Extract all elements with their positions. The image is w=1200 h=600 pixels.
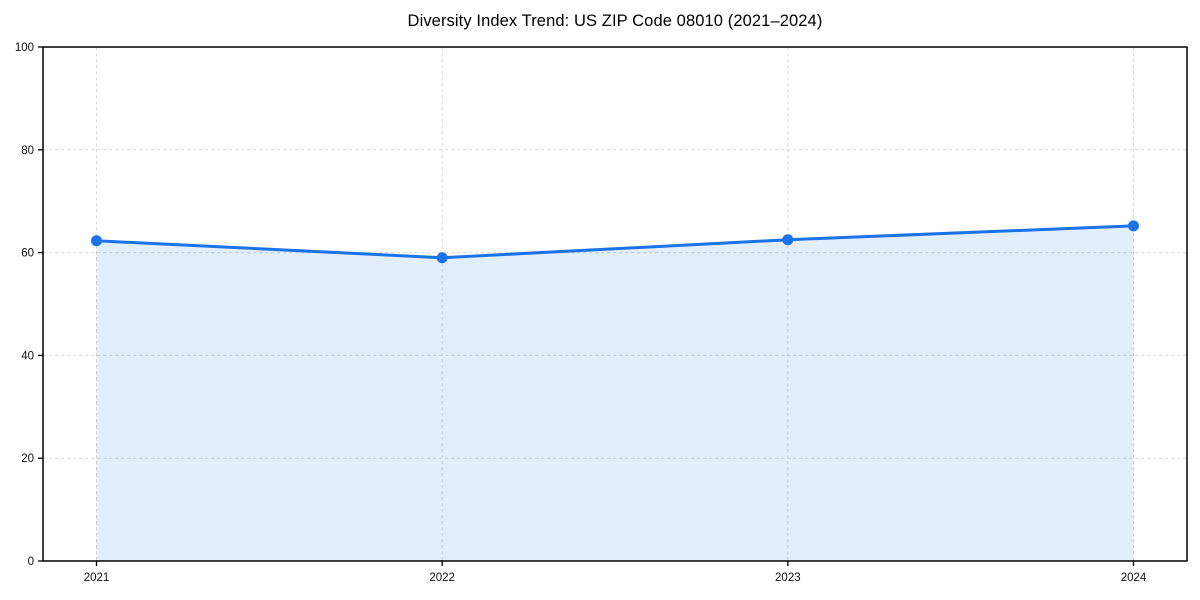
data-point-2023 (782, 234, 794, 246)
y-tick-label: 60 (21, 248, 34, 260)
data-point-2021 (91, 235, 102, 247)
x-tick-label: 2023 (775, 572, 801, 584)
plot-border (42, 46, 1188, 562)
y-tick-label: 100 (15, 42, 34, 54)
chart-title: Diversity Index Trend: US ZIP Code 08010… (407, 12, 823, 30)
area-fill (96, 225, 1134, 561)
x-tick-label: 2021 (84, 572, 110, 584)
y-tick-label: 80 (21, 145, 34, 157)
x-tick-label: 2022 (429, 572, 455, 584)
y-tick-label: 0 (28, 556, 34, 568)
y-tick-label: 20 (21, 453, 34, 465)
data-point-2024 (1128, 220, 1139, 232)
x-tick-label: 2024 (1121, 572, 1147, 584)
trend-line (95, 224, 1135, 260)
y-tick-label: 40 (21, 350, 34, 362)
data-point-2022 (436, 252, 448, 264)
